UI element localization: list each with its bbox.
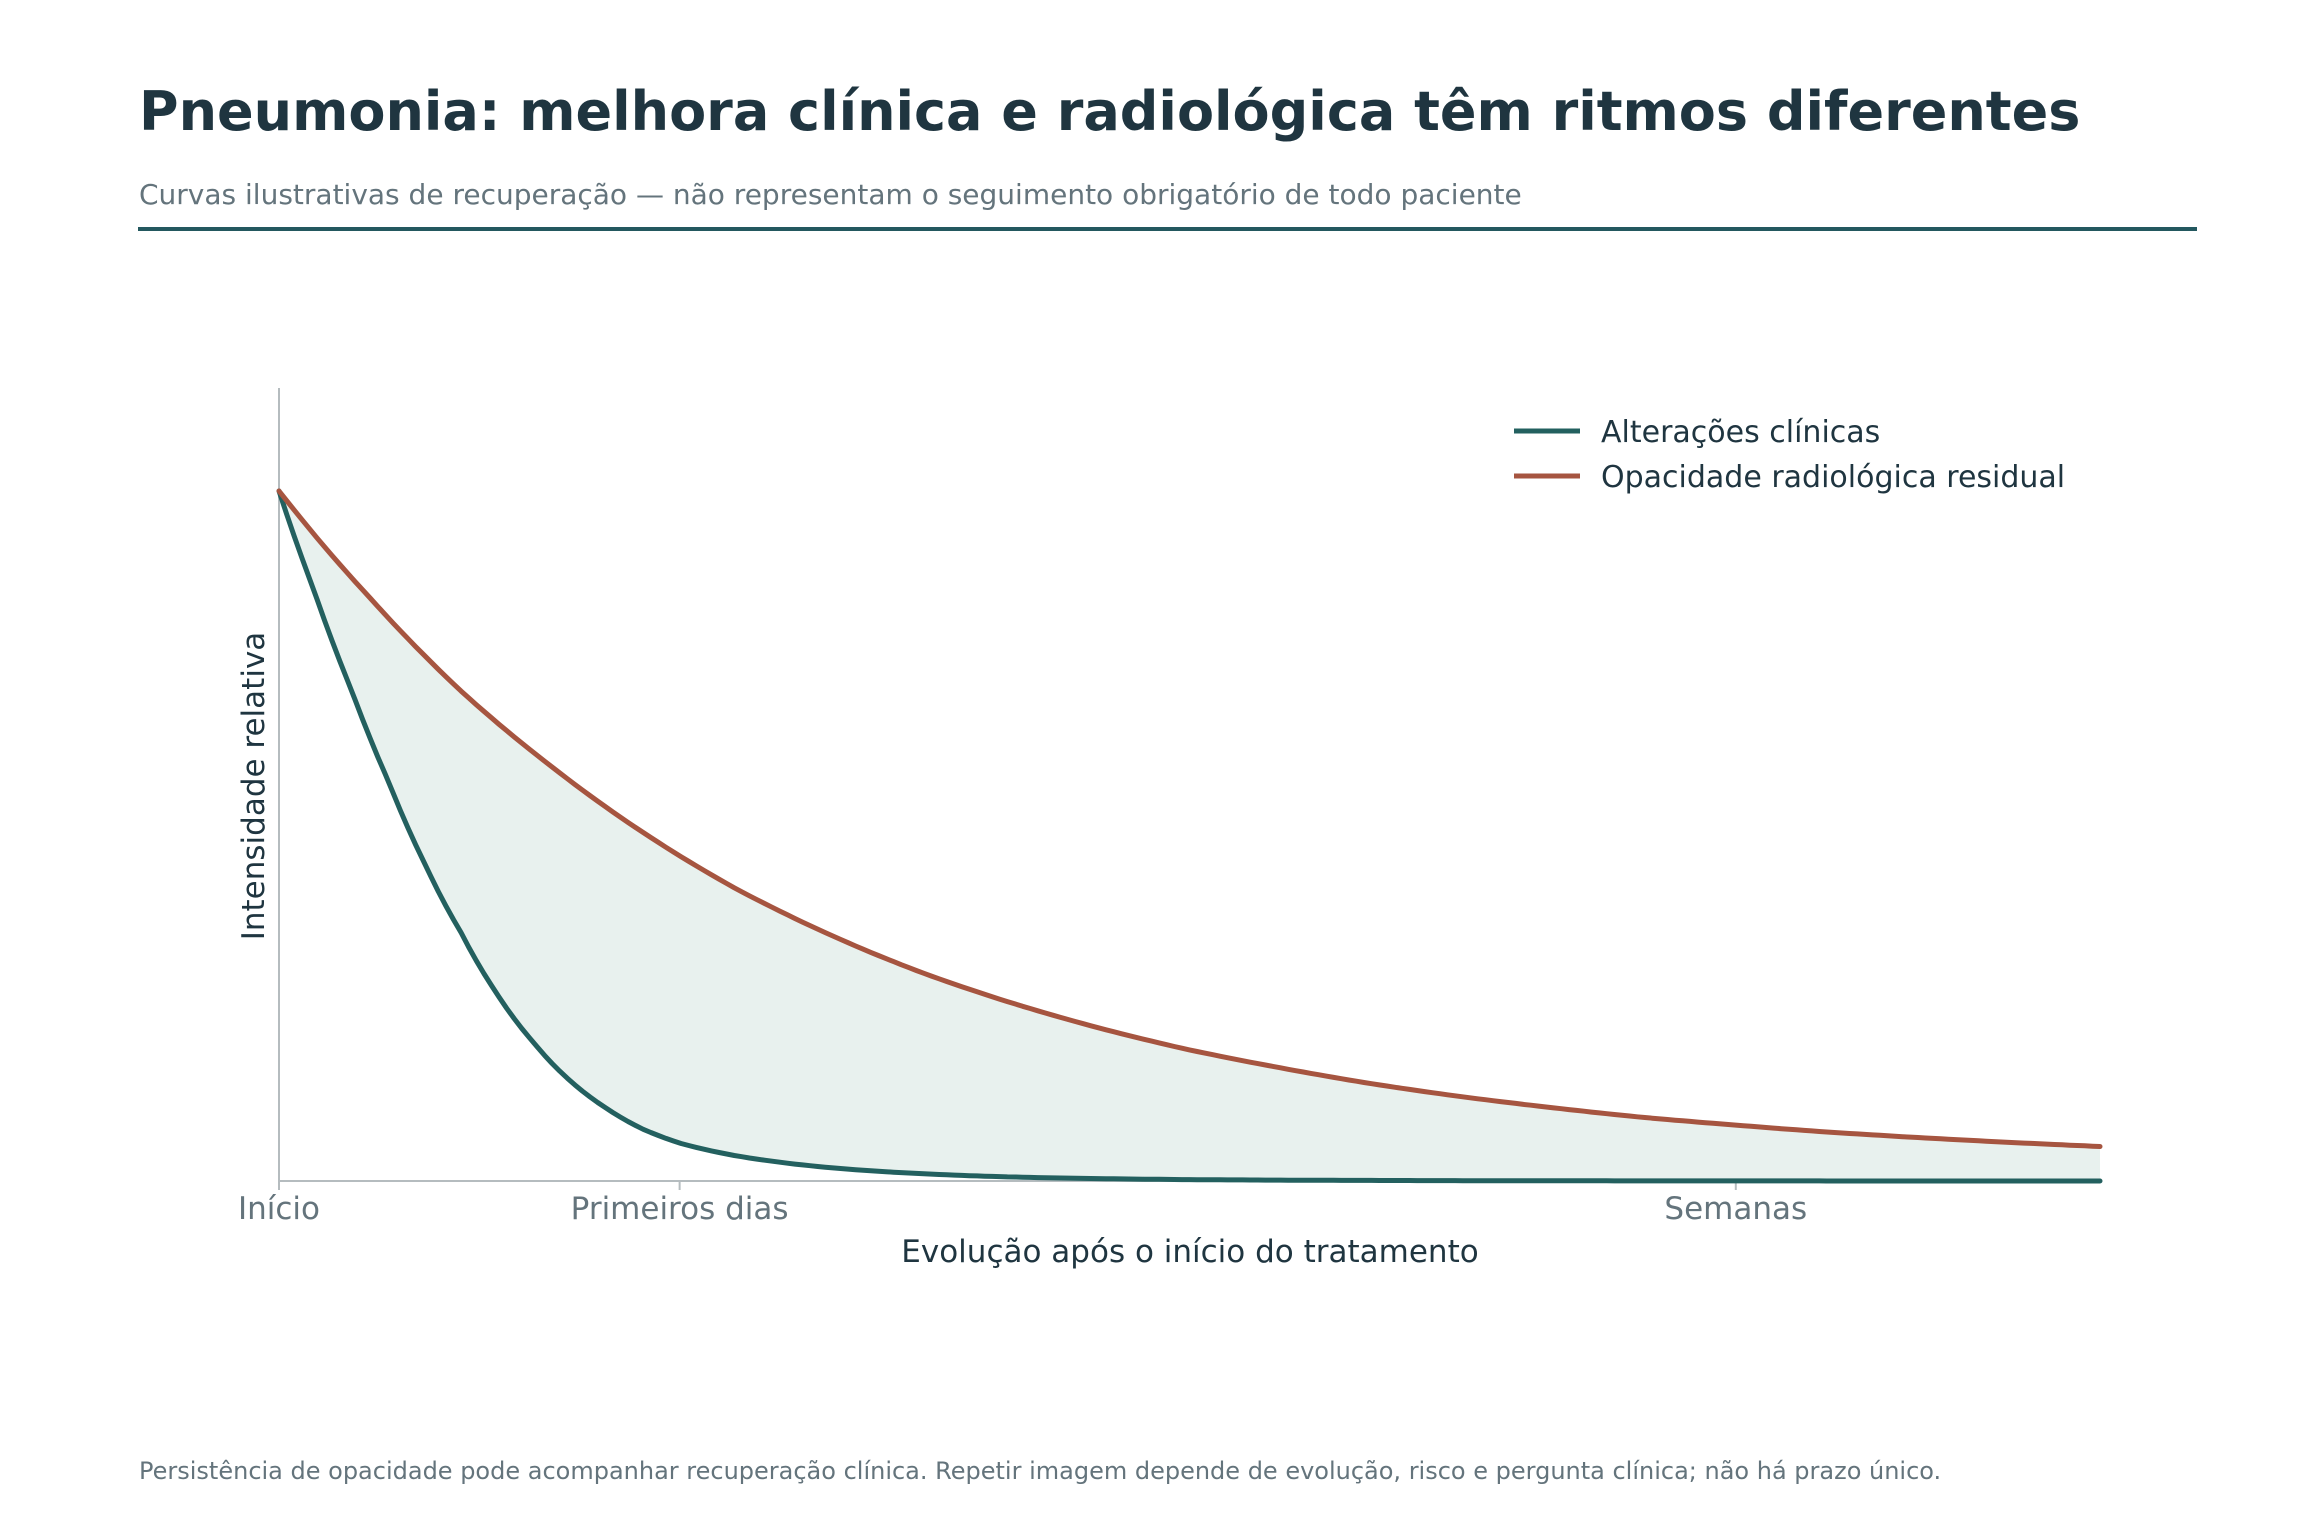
footnote: Persistência de opacidade pode acompanha…: [139, 1457, 1942, 1485]
y-axis-label: Intensidade relativa: [236, 632, 272, 941]
series-line-opacidade-radiologica: [276, 488, 2103, 1149]
x-axis-label: Evolução após o início do tratamento: [901, 1234, 1478, 1270]
gap-fill-area: [279, 491, 2100, 1181]
legend: Alterações clínicas Opacidade radiológic…: [1514, 415, 2065, 495]
page-subtitle: Curvas ilustrativas de recuperação — não…: [139, 178, 1522, 211]
series-line-alteracoes-clinicas: [276, 488, 2103, 1184]
page-title: Pneumonia: melhora clínica e radiológica…: [139, 80, 2081, 143]
x-tick-label: Início: [238, 1191, 320, 1227]
x-tick-group: Início Primeiros dias Semanas: [238, 1181, 1807, 1227]
x-tick-label: Primeiros dias: [571, 1191, 789, 1227]
legend-label-alteracoes-clinicas: Alterações clínicas: [1601, 415, 1880, 450]
x-tick-label: Semanas: [1664, 1191, 1807, 1227]
header-divider: [138, 227, 2197, 231]
legend-label-opacidade-radiologica: Opacidade radiológica residual: [1601, 460, 2065, 495]
